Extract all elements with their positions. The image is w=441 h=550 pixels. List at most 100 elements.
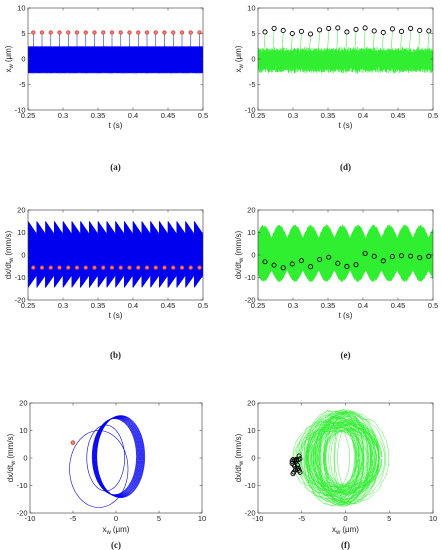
y-tick-label: 0	[251, 454, 255, 463]
y-axis-label-unit: (mm/s)	[234, 230, 243, 255]
marker-point	[262, 259, 268, 265]
y-tick-label: 0	[251, 55, 255, 64]
orbit-loop	[307, 427, 358, 489]
y-axis-label-main: dx/dt	[234, 261, 243, 279]
marker-point	[408, 253, 414, 259]
orbit-loop	[293, 428, 368, 488]
marker-point	[39, 265, 45, 270]
orbit-loop	[318, 412, 369, 504]
panel-a: 0.25 0.3 0.35 0.4 0.45 0.5 -10 -5 0 5 10 t (s) xw(μm…	[4, 4, 208, 172]
panel-label: (a)	[110, 162, 121, 172]
marker-point	[197, 30, 202, 35]
y-axis-label-main: dx/dt	[6, 464, 15, 482]
marker-point	[271, 25, 277, 31]
y-tick-label: 5	[251, 29, 255, 38]
marker-point	[335, 25, 341, 31]
marker-point	[398, 28, 405, 35]
marker-point	[307, 31, 314, 37]
marker-point	[344, 263, 350, 270]
marker-point	[307, 264, 314, 270]
markers	[31, 265, 202, 270]
y-axis-label-sub: w	[9, 63, 15, 69]
marker-point	[298, 258, 304, 264]
x-tick-label: -5	[298, 514, 305, 523]
x-axis-label: t (s)	[109, 121, 123, 130]
marker-point	[118, 30, 123, 35]
marker-point	[417, 255, 423, 261]
y-tick-label: 0	[23, 454, 27, 463]
marker-point	[426, 28, 432, 34]
marker-point	[293, 467, 299, 473]
marker-point	[57, 265, 62, 270]
orbit-loop	[304, 422, 380, 494]
marker-point	[398, 253, 405, 259]
y-axis-label-main: x	[4, 68, 13, 72]
y-tick-label: -5	[249, 80, 256, 89]
marker-point	[197, 265, 202, 270]
marker-point	[127, 265, 132, 270]
marker-point	[362, 250, 368, 256]
orbit-loop	[310, 415, 361, 500]
marker-point	[48, 30, 53, 35]
y-tick-label: -10	[245, 273, 256, 282]
marker-point	[353, 26, 359, 32]
orbit-loop	[323, 415, 375, 502]
panel-e: 0.25 0.3 0.35 0.4 0.45 0.5 -20 -10 0 10 20 t (s) dx/…	[234, 206, 438, 360]
orbit-loop	[315, 426, 382, 490]
y-tick-label: 20	[247, 399, 255, 408]
panel-d: 0.25 0.3 0.35 0.4 0.45 0.5 -10 -5 0 5 10 t (s) xw(μm…	[234, 4, 438, 172]
plot-area	[258, 29, 433, 74]
marker-point	[297, 469, 303, 475]
x-axis-label: xw (μm)	[332, 525, 359, 536]
y-axis-label-unit: (mm/s)	[6, 433, 15, 458]
series-trace	[28, 32, 203, 74]
panel-label: (f)	[341, 540, 350, 550]
orbit-loop	[92, 418, 138, 496]
x-tick-label: 0	[343, 514, 347, 523]
y-axis-label-main: dx/dt	[4, 261, 13, 279]
series-trace	[258, 29, 433, 74]
marker-point	[353, 262, 359, 268]
y-tick-label: -10	[245, 106, 256, 115]
marker-point	[389, 26, 395, 32]
y-axis-label-sub: w	[239, 257, 245, 263]
marker-point	[162, 30, 167, 35]
panel-label: (c)	[111, 540, 121, 550]
marker-point	[31, 30, 36, 35]
y-tick-label: -10	[15, 273, 26, 282]
x-tick-label: -5	[70, 514, 77, 523]
x-axis-label-main: x	[332, 525, 336, 534]
marker-point	[417, 27, 423, 33]
y-tick-label: 0	[251, 251, 255, 260]
y-tick-label: -10	[17, 481, 28, 490]
marker-point	[66, 265, 71, 270]
marker-point	[39, 30, 45, 35]
marker-point	[389, 254, 395, 260]
x-tick-label: 0.45	[161, 111, 176, 120]
marker-point	[92, 265, 97, 270]
marker-point	[144, 265, 150, 270]
orbit-transient	[69, 430, 129, 508]
marker-point	[262, 29, 268, 35]
marker-point	[289, 30, 295, 37]
y-axis-label-main: x	[234, 68, 243, 72]
plot-area	[292, 408, 390, 507]
orbit-loop	[323, 411, 361, 506]
marker-point	[57, 30, 62, 35]
x-tick-label: 0.25	[21, 111, 36, 120]
marker-point	[371, 28, 377, 34]
x-tick-label: 0.45	[391, 301, 406, 310]
marker-point	[171, 265, 176, 270]
x-tick-label: 0.4	[128, 111, 138, 120]
marker-point	[271, 262, 277, 268]
marker-point	[83, 30, 88, 35]
marker-point	[179, 265, 185, 270]
y-tick-label: -20	[17, 509, 28, 518]
x-axis-label-sub: w	[106, 530, 112, 536]
x-axis-label-unit: (μm)	[342, 525, 359, 534]
marker-point	[294, 462, 300, 468]
x-tick-label: 0.5	[428, 111, 438, 120]
y-tick-label: 5	[21, 29, 25, 38]
marker-point	[179, 30, 185, 35]
